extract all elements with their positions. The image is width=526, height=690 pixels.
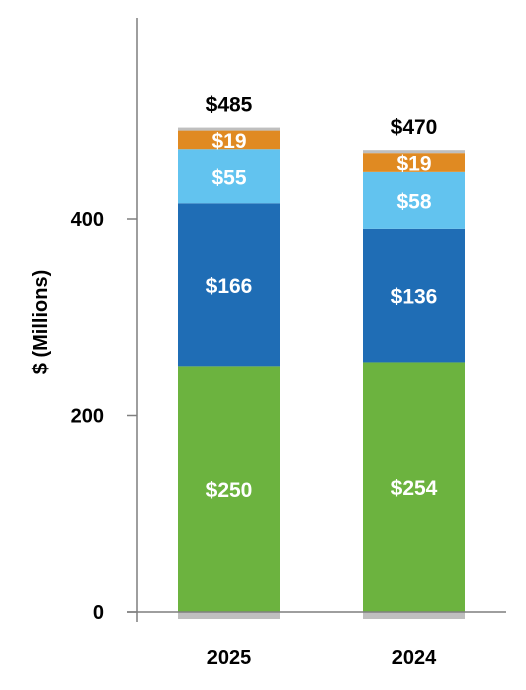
segment-data-label: $19 <box>396 153 431 176</box>
segment-data-label: $250 <box>206 479 253 502</box>
y-axis-ticks: 0 200 400 <box>71 209 137 624</box>
bar-top-cap <box>363 150 465 153</box>
segment-data-label: $55 <box>211 166 246 189</box>
bar-total-label: $470 <box>391 116 438 139</box>
x-category-label: 2024 <box>392 647 437 669</box>
bar-base-stub <box>178 612 280 619</box>
segment-data-label: $166 <box>206 275 253 298</box>
bar-top-cap <box>178 128 280 131</box>
y-tick-label: 400 <box>71 209 104 231</box>
segment-data-label: $136 <box>391 286 438 309</box>
y-axis-title: $ (Millions) <box>30 270 52 374</box>
segment-data-label: $19 <box>211 130 246 153</box>
bar-total-label: $485 <box>206 94 253 117</box>
y-tick-label: 0 <box>93 602 104 624</box>
bar-base-stub <box>363 612 465 619</box>
segment-data-label: $58 <box>396 190 431 213</box>
y-tick-label: 200 <box>71 406 104 428</box>
chart-marks: $250 $166 $55 $19 $485 2025 $254 $136 $58 $19 $470… <box>178 94 465 669</box>
x-category-label: 2025 <box>207 647 252 669</box>
segment-data-label: $254 <box>391 477 438 500</box>
